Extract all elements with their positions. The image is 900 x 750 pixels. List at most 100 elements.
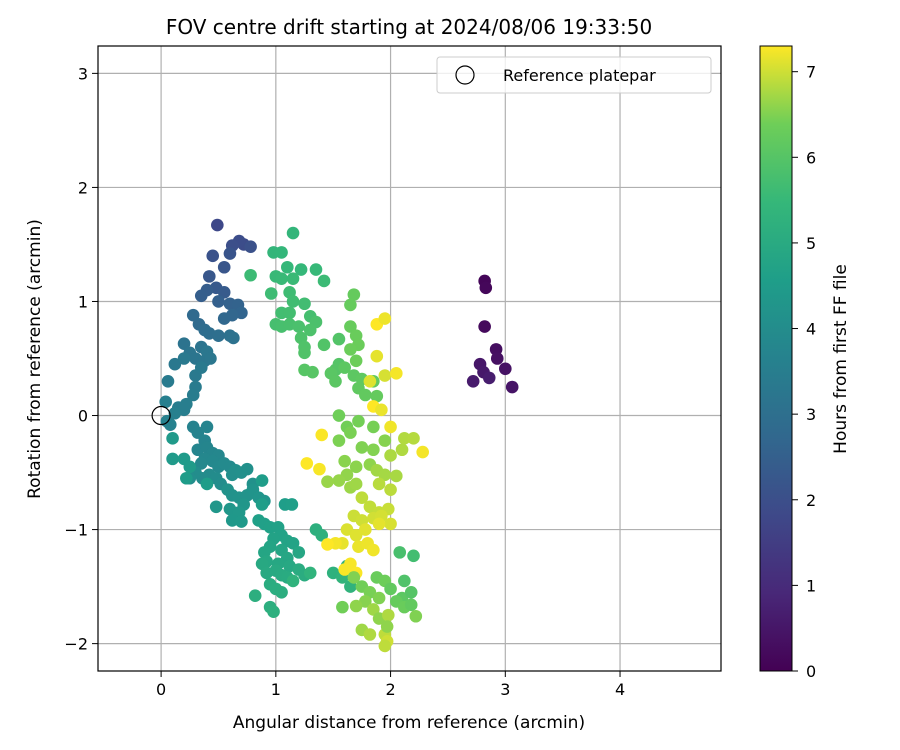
data-points: [159, 218, 519, 653]
data-point: [478, 320, 491, 333]
data-point: [159, 395, 172, 409]
data-point: [211, 218, 224, 232]
data-point: [194, 457, 208, 470]
data-point: [390, 469, 403, 483]
data-point: [398, 574, 411, 588]
data-point: [248, 589, 262, 603]
data-point: [378, 434, 392, 447]
data-point: [380, 620, 394, 633]
data-point: [298, 297, 311, 311]
data-point: [384, 449, 397, 462]
data-point: [352, 414, 365, 428]
x-tick-label: 2: [385, 680, 395, 699]
data-point: [378, 369, 392, 382]
data-point: [384, 420, 397, 434]
data-point: [347, 571, 361, 584]
data-point: [378, 639, 392, 653]
data-point: [286, 226, 300, 240]
colorbar-tick-label: 2: [806, 491, 816, 510]
data-point: [180, 471, 193, 485]
data-point: [303, 323, 317, 337]
data-point: [338, 563, 351, 576]
data-point: [194, 361, 208, 374]
data-point: [355, 441, 369, 454]
data-point: [363, 500, 377, 514]
data-point: [286, 272, 300, 285]
y-tick-label: −1: [64, 521, 88, 540]
data-point: [332, 409, 346, 422]
data-point: [338, 454, 351, 468]
data-point: [292, 320, 306, 333]
y-tick-label: 1: [78, 292, 88, 311]
legend-label-reference: Reference platepar: [503, 66, 656, 85]
data-point: [321, 538, 334, 551]
data-point: [344, 426, 357, 439]
colorbar-tick-label: 7: [806, 63, 816, 82]
data-point: [336, 600, 349, 614]
data-point: [482, 371, 496, 385]
data-point: [404, 598, 418, 612]
data-point: [384, 483, 397, 496]
data-point: [349, 477, 363, 491]
data-point: [367, 443, 380, 457]
y-tick-label: 2: [78, 178, 88, 197]
data-point: [505, 380, 519, 394]
data-point: [490, 352, 504, 365]
data-point: [466, 375, 480, 388]
data-point: [329, 375, 342, 388]
y-tick-label: −2: [64, 635, 88, 654]
data-point: [409, 609, 423, 623]
data-point: [367, 543, 380, 557]
data-point: [347, 288, 361, 301]
data-point: [398, 432, 411, 445]
data-point: [204, 352, 217, 365]
data-point: [194, 289, 208, 303]
chart-title: FOV centre drift starting at 2024/08/06 …: [166, 15, 652, 39]
data-point: [349, 528, 363, 542]
colorbar: 0 1 2 3 4 5 6 7 Hours from first FF file: [759, 45, 851, 681]
data-point: [332, 434, 346, 447]
data-point: [217, 260, 231, 274]
data-point: [393, 546, 407, 559]
data-point: [227, 331, 240, 345]
colorbar-ticks: 0 1 2 3 4 5 6 7: [792, 63, 816, 681]
data-point: [186, 388, 200, 402]
grid-lines: [98, 46, 721, 671]
data-point: [384, 517, 397, 531]
data-point: [255, 474, 269, 487]
data-point: [283, 306, 296, 320]
x-axis-label: Angular distance from reference (arcmin): [233, 713, 585, 733]
data-point: [359, 388, 372, 402]
data-point: [200, 477, 214, 491]
data-point: [281, 260, 294, 274]
data-point: [163, 418, 177, 431]
data-point: [177, 352, 191, 365]
legend-marker-reference: [455, 65, 475, 85]
data-point: [349, 460, 363, 474]
data-point: [306, 365, 319, 379]
colorbar-label: Hours from first FF file: [831, 264, 851, 454]
data-point: [315, 428, 329, 442]
data-point: [416, 445, 429, 459]
data-point: [395, 443, 409, 457]
data-point: [479, 281, 493, 295]
x-tick-label: 1: [271, 680, 281, 699]
colorbar-tick-label: 0: [806, 662, 816, 681]
data-point: [489, 343, 503, 356]
data-point: [292, 546, 306, 559]
data-point: [286, 574, 300, 588]
data-point: [240, 462, 254, 476]
data-point: [303, 566, 317, 580]
data-point: [370, 389, 384, 403]
data-point: [217, 286, 231, 299]
data-point: [317, 274, 331, 288]
plot-frame: [97, 45, 722, 672]
data-point: [255, 498, 269, 511]
data-point: [235, 515, 248, 528]
data-point: [378, 468, 392, 482]
data-point: [499, 362, 512, 376]
data-point: [217, 312, 231, 325]
x-tick-label: 0: [156, 680, 166, 699]
data-point: [267, 605, 280, 618]
